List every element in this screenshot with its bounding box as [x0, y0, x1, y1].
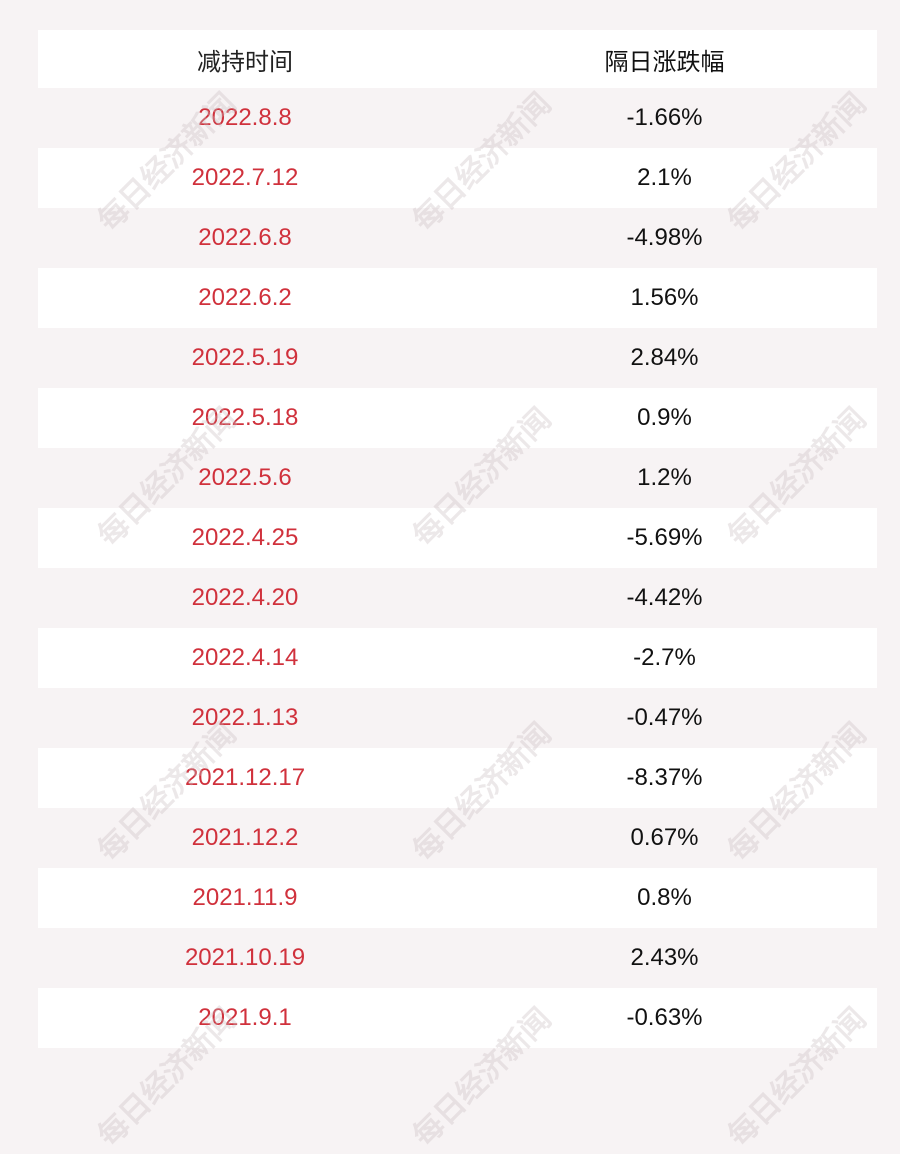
table-cell: -0.63%: [626, 1004, 703, 1031]
table-cell: 2021.11.9: [192, 884, 298, 911]
table-cell: 2022.4.20: [191, 584, 299, 611]
table-cell: 2021.10.19: [184, 944, 306, 971]
table-row: 2022.5.19 2.84%: [38, 328, 877, 388]
table-cell: -4.42%: [626, 584, 703, 611]
table-cell: 1.56%: [630, 284, 699, 311]
table-row: 2022.4.20 -4.42%: [38, 568, 877, 628]
table-cell: 2022.1.13: [191, 704, 299, 731]
table-cell: 2022.4.14: [191, 644, 299, 671]
table-cell: 2022.6.8: [198, 224, 292, 251]
table-row: 2022.4.14 -2.7%: [38, 628, 877, 688]
table-row: 2021.12.2 0.67%: [38, 808, 877, 868]
header-cell: 减持时间: [197, 48, 293, 76]
table-row: 2021.11.9 0.8%: [38, 868, 877, 928]
table-cell: -5.69%: [626, 524, 703, 551]
table-row: 2022.6.8 -4.98%: [38, 208, 877, 268]
table-row: 2022.7.12 2.1%: [38, 148, 877, 208]
table-cell: 0.8%: [637, 884, 692, 911]
table-cell: -4.98%: [626, 224, 703, 251]
table-cell: -1.66%: [626, 104, 703, 131]
table-cell: -2.7%: [633, 644, 696, 671]
table-row: 2022.6.2 1.56%: [38, 268, 877, 328]
table-cell: 2022.5.6: [198, 464, 292, 491]
table-row: 2022.5.6 1.2%: [38, 448, 877, 508]
table-row: 2021.10.19 2.43%: [38, 928, 877, 988]
table-cell: 2.84%: [630, 344, 699, 371]
table-cell: 2021.12.17: [184, 764, 306, 791]
table-cell: 2022.8.8: [198, 104, 292, 131]
table-row: 2022.1.13 -0.47%: [38, 688, 877, 748]
table-cell: 2022.6.2: [198, 284, 292, 311]
table: 减持时间 隔日涨跌幅 2022.8.8 -1.66% 2022.7.12 2.1% 20…: [38, 30, 877, 1048]
table-row: 2021.9.1 -0.63%: [38, 988, 877, 1048]
table-cell: 2.1%: [637, 164, 692, 191]
table-cell: 0.9%: [637, 404, 692, 431]
table-row: 2022.5.18 0.9%: [38, 388, 877, 448]
table-cell: 1.2%: [637, 464, 692, 491]
table-cell: 2022.4.25: [191, 524, 299, 551]
table-row: 2022.8.8 -1.66%: [38, 88, 877, 148]
table-cell: 2.43%: [630, 944, 699, 971]
table-row: 2021.12.17 -8.37%: [38, 748, 877, 808]
header-row: 减持时间 隔日涨跌幅: [38, 30, 877, 88]
table-cell: -8.37%: [626, 764, 703, 791]
table-cell: 2021.9.1: [198, 1004, 292, 1031]
table-cell: 2022.5.18: [191, 404, 299, 431]
table-cell: 2022.7.12: [191, 164, 299, 191]
table-cell: 2021.12.2: [191, 824, 299, 851]
table-cell: 0.67%: [630, 824, 699, 851]
table-row: 2022.4.25 -5.69%: [38, 508, 877, 568]
table-cell: -0.47%: [626, 704, 703, 731]
table-cell: 2022.5.19: [191, 344, 299, 371]
header-cell: 隔日涨跌幅: [604, 48, 725, 76]
page: 减持时间 隔日涨跌幅 2022.8.8 -1.66% 2022.7.12 2.1% 20…: [38, 30, 877, 1153]
